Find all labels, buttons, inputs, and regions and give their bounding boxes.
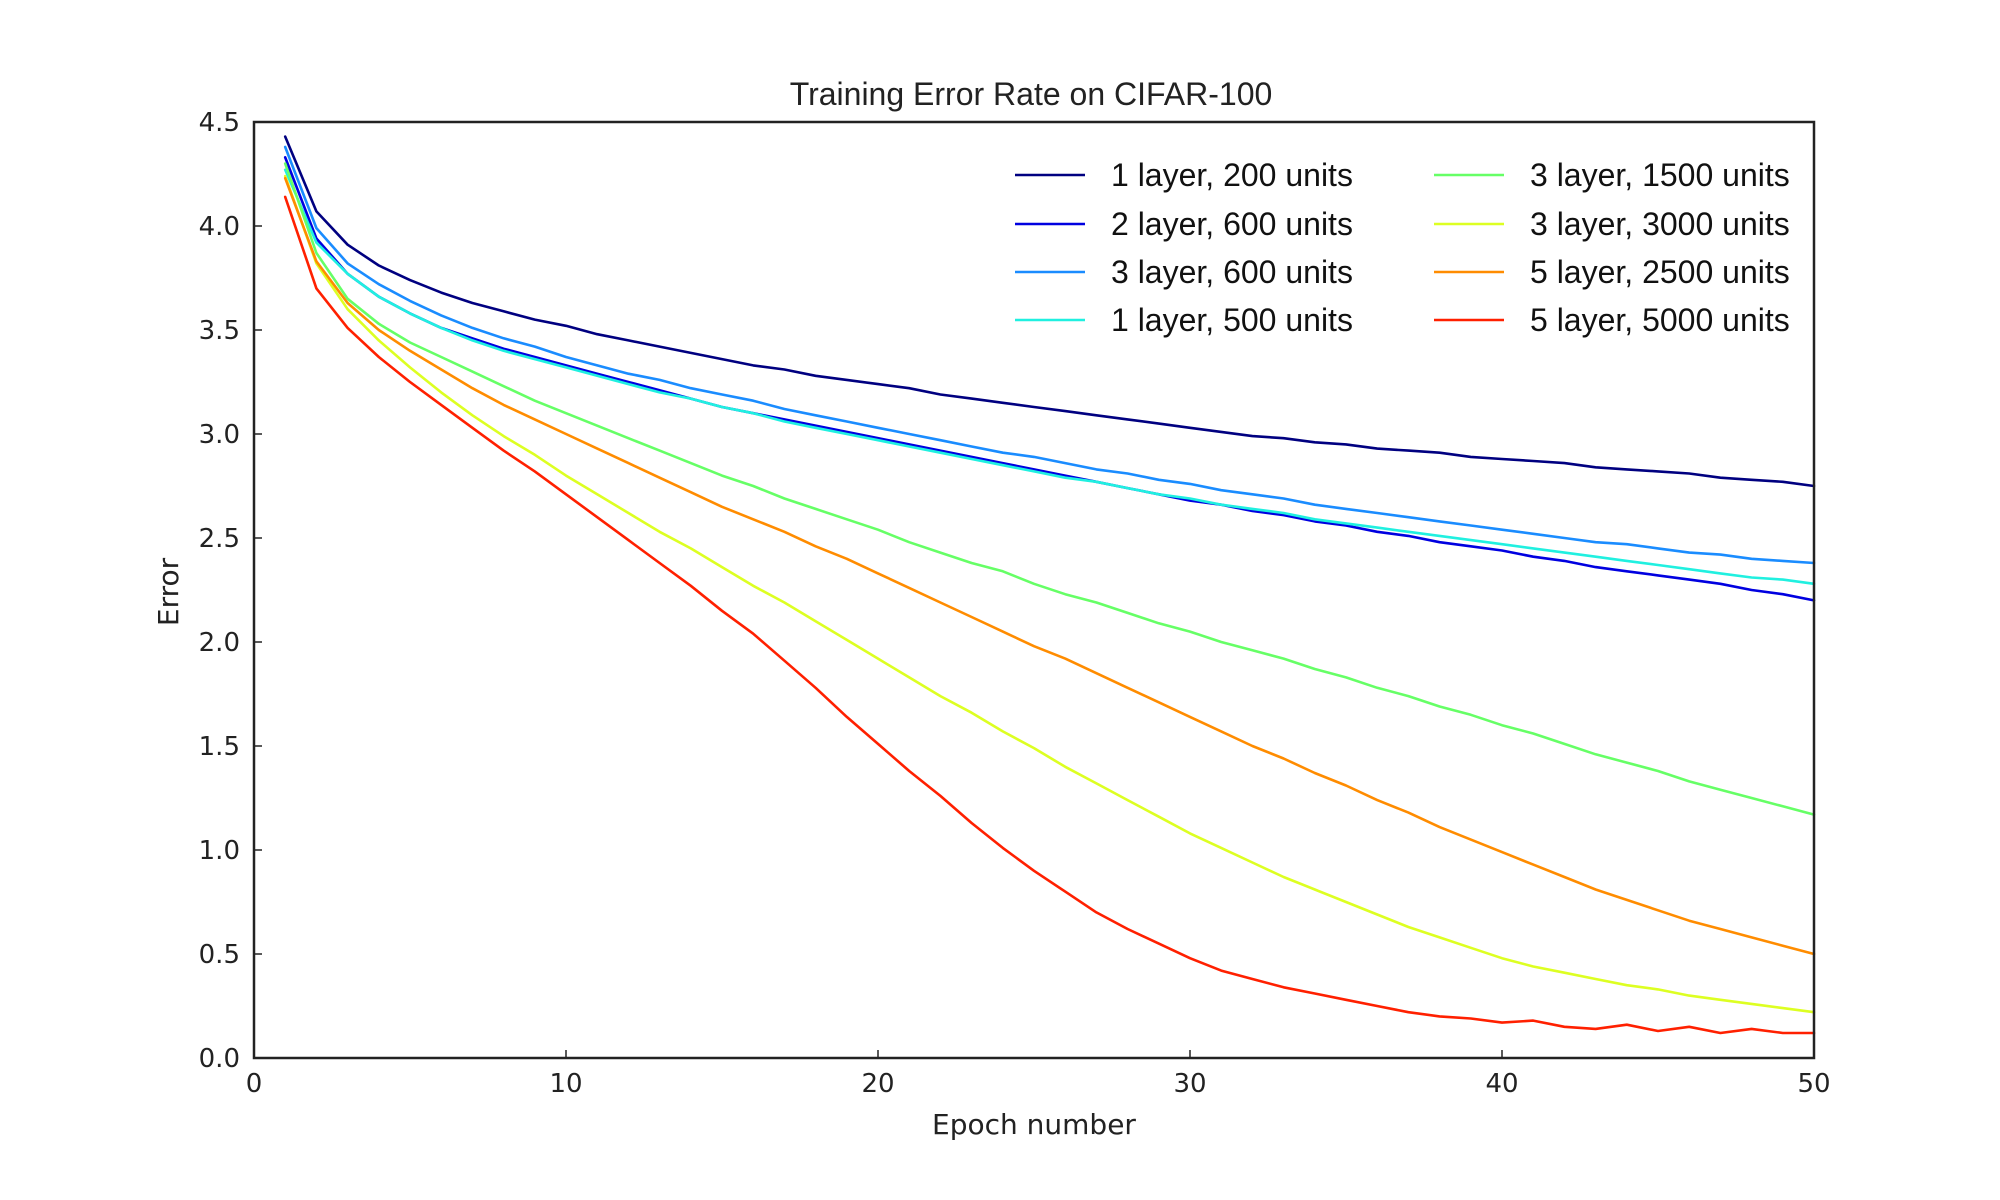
x-axis: 0 10 20 30 40 50 [246, 1050, 1831, 1099]
plot-lines [283, 135, 1816, 1035]
x-tick-label: 20 [861, 1069, 894, 1099]
legend-label: 2 layer, 600 units [1111, 206, 1353, 242]
series-line-5 [283, 162, 1816, 816]
y-tick-label: 2.5 [199, 524, 240, 554]
legend-label: 3 layer, 1500 units [1530, 157, 1790, 193]
series-line-4 [283, 168, 1816, 586]
y-axis-label: Error [152, 557, 185, 626]
x-tick-label: 40 [1485, 1069, 1518, 1099]
y-tick-label: 0.0 [199, 1044, 240, 1074]
y-tick-label: 1.5 [199, 732, 240, 762]
y-axis: 0.0 0.5 1.0 1.5 2.0 2.5 3.0 3.5 4.0 4.5 [199, 108, 262, 1074]
legend-label: 1 layer, 200 units [1111, 157, 1353, 193]
y-tick-label: 3.5 [199, 316, 240, 346]
series-line-8 [283, 195, 1816, 1035]
legend-label: 1 layer, 500 units [1111, 302, 1353, 338]
x-tick-label: 0 [246, 1069, 263, 1099]
series-line-1 [283, 135, 1816, 488]
x-tick-label: 50 [1797, 1069, 1830, 1099]
y-tick-label: 4.0 [199, 212, 240, 242]
x-tick-label: 10 [549, 1069, 582, 1099]
x-tick-label: 30 [1173, 1069, 1206, 1099]
series-line-6 [283, 174, 1816, 1014]
chart-title: Training Error Rate on CIFAR-100 [790, 76, 1273, 112]
y-tick-label: 0.5 [199, 940, 240, 970]
plot-frame [252, 120, 1816, 1060]
y-tick-label: 1.0 [199, 836, 240, 866]
y-tick-label: 3.0 [199, 420, 240, 450]
series-line-7 [283, 176, 1816, 956]
legend-label: 3 layer, 600 units [1111, 254, 1353, 290]
legend-label: 5 layer, 5000 units [1530, 302, 1790, 338]
legend-label: 3 layer, 3000 units [1530, 206, 1790, 242]
series-line-3 [283, 145, 1816, 565]
y-tick-label: 2.0 [199, 628, 240, 658]
legend: 1 layer, 200 units 2 layer, 600 units 3 la… [1015, 157, 1790, 338]
series-line-2 [283, 156, 1816, 602]
legend-label: 5 layer, 2500 units [1530, 254, 1790, 290]
y-tick-label: 4.5 [199, 108, 240, 138]
x-axis-label: Epoch number [932, 1108, 1136, 1141]
